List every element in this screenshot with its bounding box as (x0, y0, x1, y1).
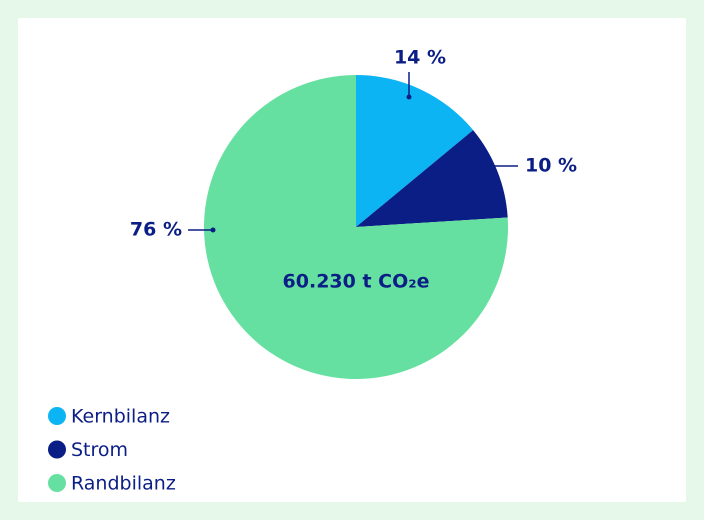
pie-slice (204, 75, 509, 379)
pie-slice (356, 130, 508, 227)
legend-swatch (48, 407, 66, 425)
leader-dot (406, 94, 412, 100)
data-label: 10 % (525, 155, 577, 177)
legend-label: Strom (71, 439, 128, 461)
legend-label: Kernbilanz (71, 406, 170, 428)
legend-label: Randbilanz (71, 473, 176, 495)
legend-swatch (48, 474, 66, 492)
data-label: 76 % (130, 219, 182, 241)
leader-dot (484, 163, 490, 169)
data-label: 14 % (394, 47, 446, 69)
center-annotation: 60.230 t CO₂e (283, 271, 430, 293)
legend-swatch (48, 440, 66, 459)
pie-slice (356, 75, 474, 227)
leader-dot (210, 227, 216, 233)
